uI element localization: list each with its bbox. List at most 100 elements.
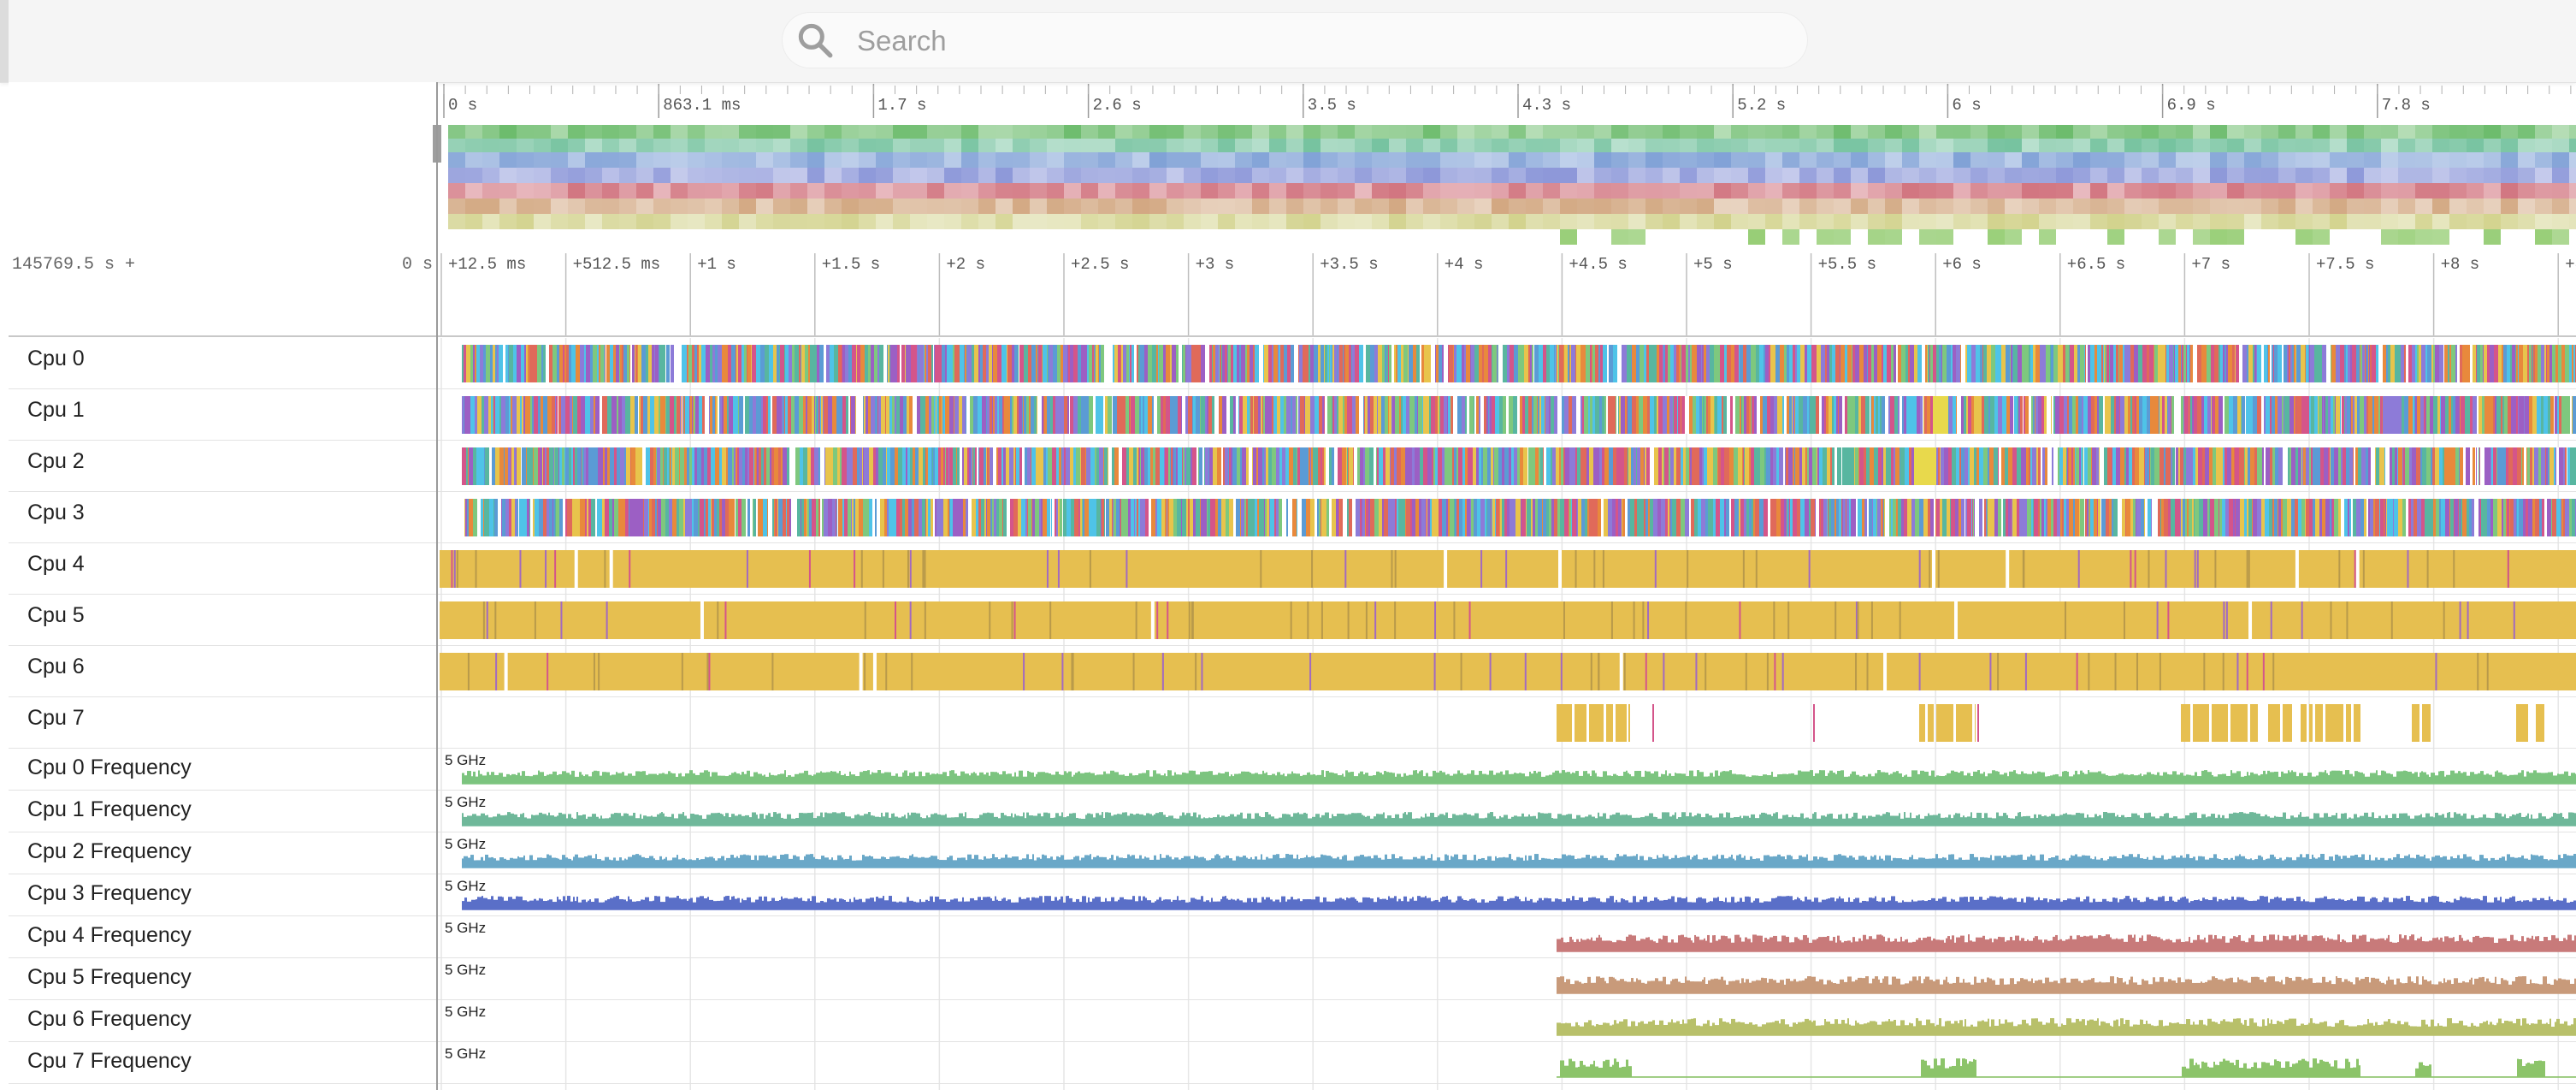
overview-heatmap-cell: [602, 168, 619, 183]
cpu-slice: [492, 447, 493, 485]
cpu-slice: [1474, 396, 1476, 434]
overview-heatmap-cell: [876, 183, 893, 198]
cpu-slice: [704, 499, 706, 536]
cpu-slice: [901, 345, 905, 382]
cpu-slice: [799, 396, 803, 434]
cpu-slice: [881, 396, 885, 434]
cpu-slice: [1657, 396, 1658, 434]
cpu-slice: [2424, 396, 2425, 434]
cpu-slice: [786, 499, 787, 536]
cpu-slice: [1155, 447, 1160, 485]
cpu-slice: [2507, 345, 2510, 382]
cpu-slice: [1622, 345, 1625, 382]
cpu-slice: [1264, 345, 1268, 382]
cpu-slice: [644, 499, 648, 536]
cpu-slice: [1212, 396, 1214, 434]
cpu-slice: [1101, 345, 1104, 382]
cpu-slice: [1964, 447, 1968, 485]
cpu-slice: [2465, 396, 2467, 434]
overview-heatmap-cell: [790, 214, 807, 229]
overview-heatmap-cell: [1218, 152, 1235, 168]
cpu-slice: [1078, 345, 1081, 382]
overview-heatmap-cell: [2244, 139, 2261, 152]
overview-heatmap-cell: [636, 198, 653, 214]
cpu-slice: [2537, 396, 2541, 434]
cpu-slice: [2289, 396, 2294, 434]
cpu-slice: [1770, 447, 1773, 485]
cpu-slice: [629, 499, 633, 536]
cpu-slice: [2516, 396, 2518, 434]
overview-heatmap-cell: [1714, 125, 1731, 139]
cpu-slice: [862, 447, 863, 485]
overview-heatmap-cell: [2552, 214, 2569, 229]
overview-heatmap-cell: [2227, 198, 2244, 214]
overview-heatmap-cell: [773, 214, 790, 229]
cpu-slice: [1019, 345, 1024, 382]
cpu-slice: [1563, 345, 1564, 382]
cpu-slice: [851, 499, 852, 536]
cpu-slice: [2142, 396, 2147, 434]
cpu-slice: [2092, 447, 2096, 485]
cpu-slice: [1192, 396, 1193, 434]
cpu-slice: [1514, 447, 1517, 485]
search-input[interactable]: [855, 12, 1791, 70]
overview-heatmap-cell: [1098, 183, 1115, 198]
cpu-slice: [832, 396, 836, 434]
cpu-slice: [1196, 345, 1199, 382]
cpu-slice: [984, 447, 986, 485]
cpu-slice: [2439, 447, 2443, 485]
cpu-slice: [1670, 345, 1674, 382]
overview-heatmap-cell: [1645, 139, 1663, 152]
overview-heatmap-cell: [2381, 198, 2398, 214]
overview-heatmap-cell: [482, 214, 499, 229]
cpu-slice: [1113, 396, 1117, 434]
cpu-slice: [1003, 396, 1004, 434]
cpu-slice: [1564, 345, 1568, 382]
cpu-slice: [719, 396, 720, 434]
cpu-slice: [789, 345, 792, 382]
cpu-slice: [2324, 447, 2328, 485]
overview-heatmap-cell: [2569, 139, 2576, 152]
cpu-slice: [577, 447, 581, 485]
overview-heatmap-cell: [1406, 152, 1423, 168]
cpu-slice: [666, 396, 670, 434]
overview-heatmap-cell: [2278, 139, 2295, 152]
overview-heatmap-cell: [2295, 139, 2313, 152]
overview-heatmap-cell: [1149, 214, 1167, 229]
cpu-slice: [1740, 396, 1741, 434]
overview-heatmap-cell: [2484, 198, 2501, 214]
overview-heatmap-cell: [688, 168, 705, 183]
cpu-slice: [1809, 447, 1812, 485]
cpu-slice: [1902, 396, 1904, 434]
cpu-slice: [2470, 447, 2473, 485]
cpu-slice: [2518, 396, 2519, 434]
cpu-slice: [1760, 396, 1763, 434]
cpu-slice: [1287, 345, 1291, 382]
cpu-slice: [1930, 345, 1933, 382]
overview-heatmap-cell: [2278, 125, 2295, 139]
cpu-slice: [727, 396, 729, 434]
search-icon[interactable]: [794, 19, 836, 62]
overview-heatmap-cell: [499, 198, 517, 214]
overview-heatmap-cell: [2484, 168, 2501, 183]
cpu-slice: [992, 396, 993, 434]
cpu-slice: [1759, 345, 1764, 382]
overview-heatmap-cell: [2159, 125, 2176, 139]
cpu-slice: [1272, 345, 1273, 382]
overview-heatmap-cell: [1731, 125, 1748, 139]
overview-heatmap-cell: [2278, 152, 2295, 168]
cpu-slice: [1099, 447, 1103, 485]
cpu-slice: [530, 499, 533, 536]
overview-heatmap-cell: [1252, 125, 1269, 139]
overview-heatmap-cell: [2330, 168, 2347, 183]
cpu-slice: [1202, 447, 1204, 485]
overview-heatmap-cell: [2090, 198, 2107, 214]
cpu-slice: [2138, 345, 2142, 382]
overview-heatmap-cell: [1782, 214, 1799, 229]
cpu-slice: [641, 345, 646, 382]
cpu-slice: [2417, 345, 2419, 382]
cpu-slice: [1334, 345, 1337, 382]
overview-heatmap-cell: [1457, 214, 1474, 229]
cpu-slice: [1707, 447, 1710, 485]
